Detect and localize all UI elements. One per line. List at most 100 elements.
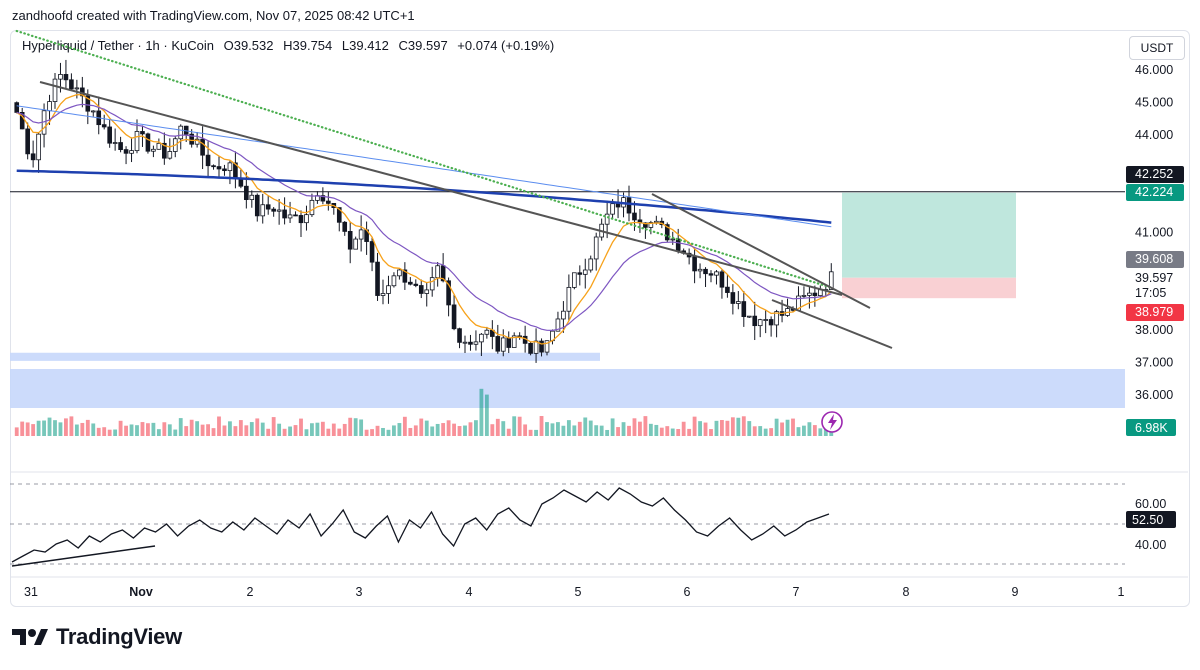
candle-body xyxy=(112,142,118,144)
volume-bar xyxy=(452,423,456,436)
volume-bar xyxy=(638,421,642,436)
volume-bar xyxy=(42,420,46,436)
candle-body xyxy=(714,271,719,276)
candle-body xyxy=(52,78,58,102)
volume-bar xyxy=(463,425,467,436)
candle-body xyxy=(304,214,309,224)
candle-body xyxy=(118,142,123,151)
price-tag-label: 17:05 xyxy=(1135,286,1166,300)
candle-body xyxy=(675,238,681,252)
volume-bar xyxy=(146,423,150,436)
volume-bar xyxy=(85,419,90,436)
candle-body xyxy=(85,95,91,112)
volume-bar xyxy=(676,429,681,436)
candle-body xyxy=(25,128,30,155)
candle-body xyxy=(293,214,298,217)
volume-bar xyxy=(627,425,631,436)
currency-button[interactable]: USDT xyxy=(1129,36,1185,60)
candle-body xyxy=(140,131,145,135)
candle-body xyxy=(555,318,561,332)
candle-body xyxy=(101,124,107,128)
candle-body xyxy=(741,301,747,317)
time-tick-label: 8 xyxy=(903,585,910,599)
volume-bar xyxy=(386,429,391,436)
tradingview-logo[interactable]: TradingView xyxy=(12,624,182,650)
candle-body xyxy=(757,319,763,327)
time-tick-label: 1 xyxy=(1118,585,1125,599)
volume-bar xyxy=(53,420,57,436)
candle-body xyxy=(807,292,812,296)
price-tag-label: 42.252 xyxy=(1135,167,1173,181)
loss-zone xyxy=(842,277,1016,299)
candle-body xyxy=(353,238,358,250)
volume-bar xyxy=(446,420,451,436)
candle-body xyxy=(451,304,457,330)
price-tag-bg xyxy=(1126,166,1184,183)
volume-bar xyxy=(277,423,282,436)
volume-bar xyxy=(217,416,221,436)
candle-body xyxy=(336,207,342,223)
volume-bar xyxy=(659,427,664,436)
volume-bar xyxy=(720,420,724,436)
candle-body xyxy=(664,224,670,241)
candle-body xyxy=(408,281,413,285)
candle-body xyxy=(358,229,364,240)
volume-bar xyxy=(178,418,183,436)
volume-bar xyxy=(741,416,746,436)
volume-bar xyxy=(474,420,478,436)
volume-bar xyxy=(200,424,205,436)
volume-bar xyxy=(561,425,566,436)
volume-bar xyxy=(703,422,708,436)
price-tick-label: 36.000 xyxy=(1135,388,1173,402)
ema-20-line xyxy=(16,93,832,345)
candle-body xyxy=(473,341,479,345)
candle-body xyxy=(227,162,233,172)
rsi-value-bg xyxy=(1126,511,1176,528)
candle-body xyxy=(588,258,594,271)
volume-bar xyxy=(310,423,314,436)
candle-body xyxy=(216,166,222,170)
candle-body xyxy=(429,277,435,291)
candle-body xyxy=(752,315,758,327)
candle-body xyxy=(167,151,173,159)
volume-bar xyxy=(506,428,511,436)
volume-bar xyxy=(14,427,19,436)
candle-body xyxy=(320,195,326,202)
candle-body xyxy=(539,340,544,353)
price-chart[interactable]: 46.000 45.000 44.000 41.000 38.000 37.000 36.0… xyxy=(0,0,1200,610)
candle-body xyxy=(643,222,648,228)
candle-body xyxy=(134,131,140,152)
time-tick-label: 31 xyxy=(24,585,38,599)
rsi-trendline xyxy=(11,545,156,567)
volume-bar xyxy=(260,422,265,436)
volume-bar xyxy=(238,420,243,436)
candle-body xyxy=(36,133,41,161)
time-tick-label: 4 xyxy=(466,585,473,599)
candle-body xyxy=(222,168,227,172)
change-value: +0.074 (+0.19%) xyxy=(457,38,555,53)
volume-bar xyxy=(577,421,582,436)
volume-bar xyxy=(151,422,156,436)
time-tick-label: Nov xyxy=(129,585,153,599)
candle-body xyxy=(145,133,151,152)
ma-200-line xyxy=(16,169,832,224)
volume-bar xyxy=(359,419,364,436)
volume-bar xyxy=(96,427,101,436)
volume-bar xyxy=(709,429,713,436)
symbol-name[interactable]: Hyperliquid / Tether · 1h · KuCoin xyxy=(22,38,214,53)
volume-bar xyxy=(348,417,353,436)
candle-body xyxy=(211,165,216,168)
volume-bar xyxy=(244,425,249,436)
open-value: 39.532 xyxy=(233,38,274,53)
volume-bar xyxy=(780,422,784,436)
volume-bar xyxy=(818,428,823,436)
candle-body xyxy=(468,341,473,345)
candle-body xyxy=(380,293,386,296)
lightning-icon[interactable] xyxy=(821,411,843,433)
candle-body xyxy=(495,336,501,352)
volume-bar xyxy=(222,425,227,436)
candle-body xyxy=(205,154,211,167)
candle-body xyxy=(561,310,566,320)
price-tick-label: 46.000 xyxy=(1135,63,1173,77)
low-value: 39.412 xyxy=(349,38,389,53)
